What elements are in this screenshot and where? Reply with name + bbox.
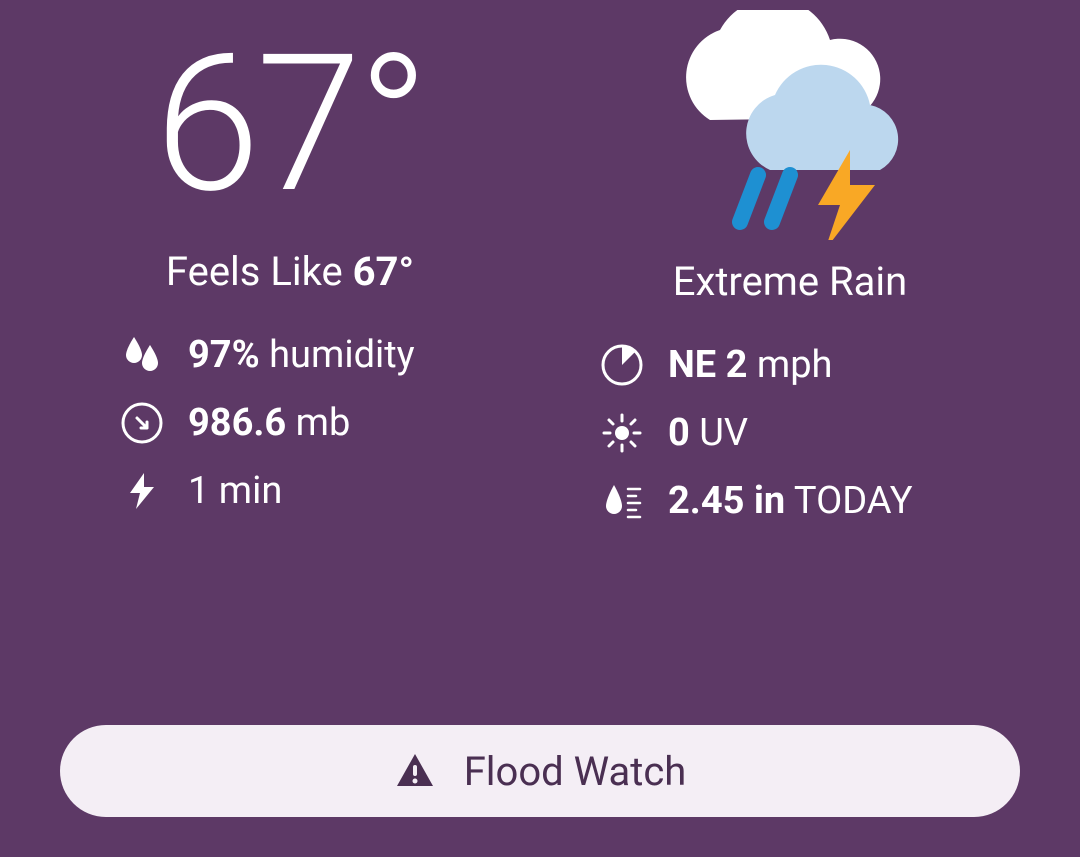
pressure-text: 986.6 mb (188, 401, 350, 445)
condition-label: Extreme Rain (673, 258, 908, 305)
lightning-metric: 1 min (120, 469, 520, 513)
wind-text: NE 2 mph (668, 343, 832, 387)
uv-text: 0 UV (668, 411, 748, 455)
rain-today-text: 2.45 in TODAY (668, 479, 913, 523)
temperature-display: 67° (155, 30, 426, 220)
pressure-metric: 986.6 mb (120, 401, 520, 445)
alert-icon (394, 750, 436, 792)
alert-label: Flood Watch (464, 748, 687, 795)
wind-metric: NE 2 mph (600, 343, 1020, 387)
humidity-text: 97% humidity (188, 333, 415, 377)
uv-metric: 0 UV (600, 411, 1020, 455)
feels-like-label: Feels Like (166, 248, 353, 295)
humidity-metric: 97% humidity (120, 333, 520, 377)
feels-like-value: 67° (353, 248, 414, 295)
humidity-icon (120, 333, 164, 377)
weather-condition-icon (640, 20, 940, 230)
pressure-icon (120, 401, 164, 445)
lightning-text: 1 min (188, 469, 282, 513)
feels-like: Feels Like 67° (166, 248, 414, 295)
rain-gauge-icon (600, 479, 644, 523)
rain-today-metric: 2.45 in TODAY (600, 479, 1020, 523)
lightning-icon (120, 469, 164, 513)
wind-icon (600, 343, 644, 387)
alert-banner[interactable]: Flood Watch (60, 725, 1020, 817)
uv-icon (600, 411, 644, 455)
